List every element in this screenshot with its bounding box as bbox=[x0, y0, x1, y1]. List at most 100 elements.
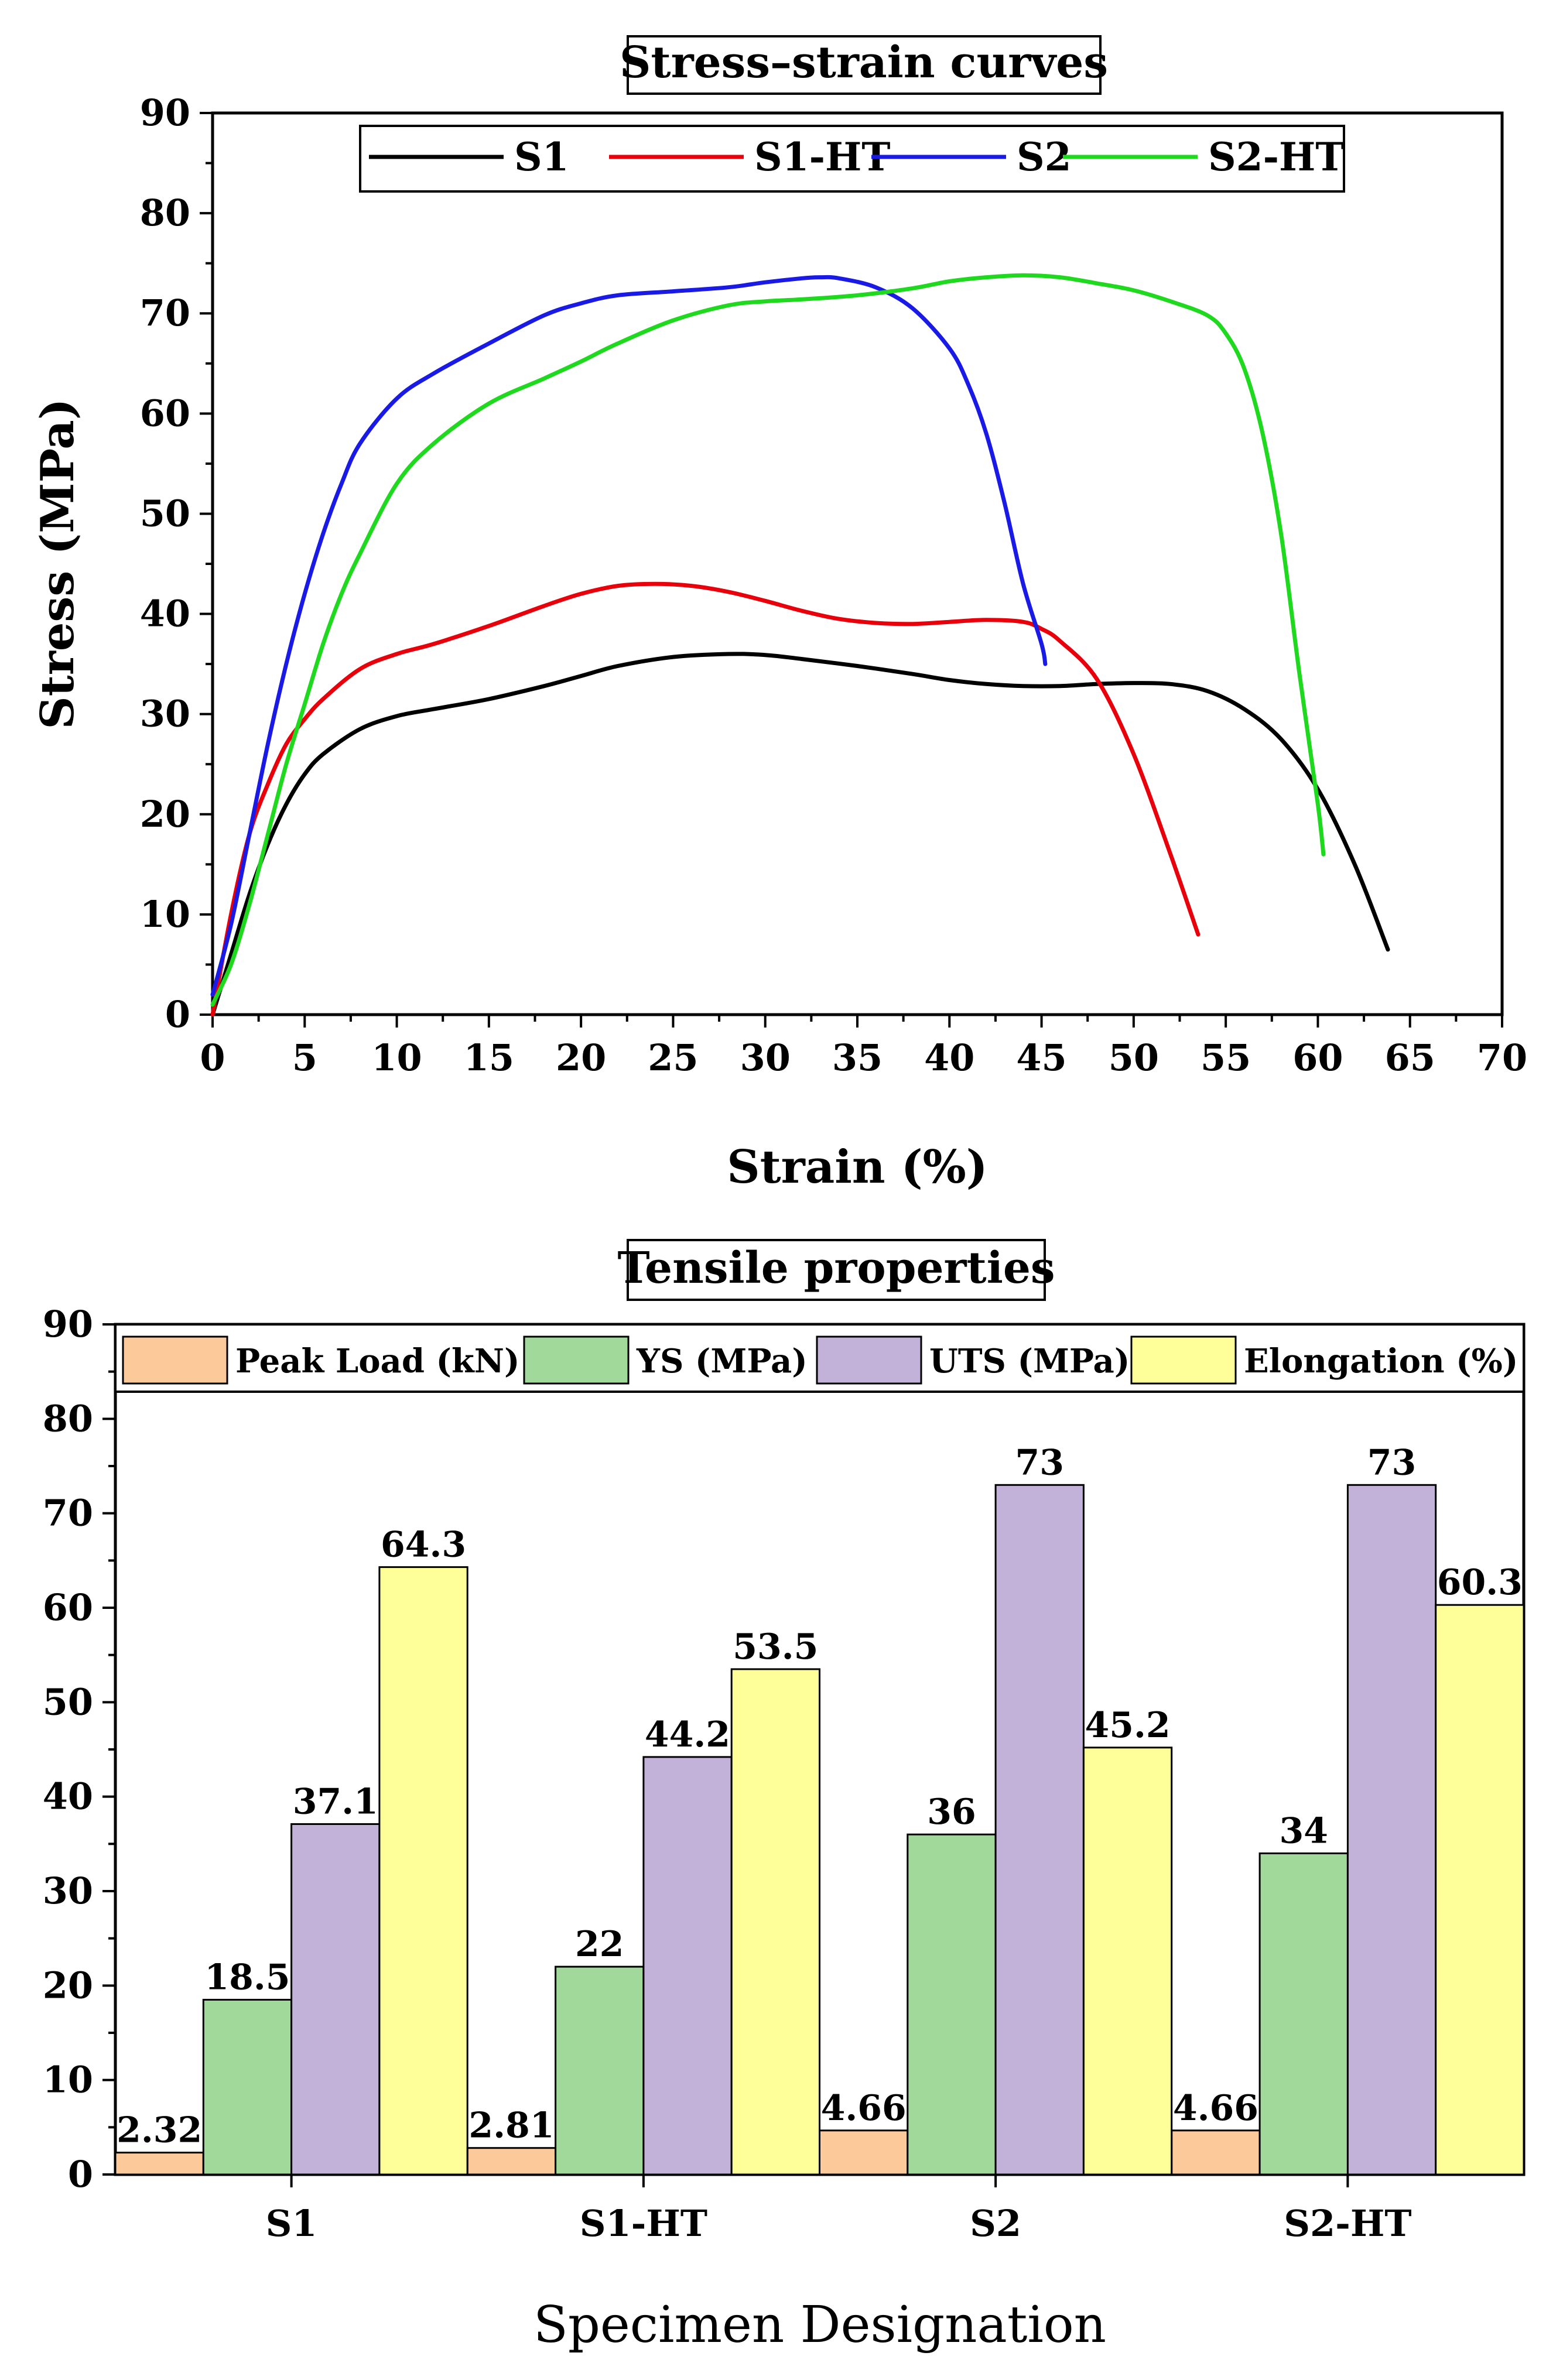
chart2-legend-swatch bbox=[1130, 1335, 1237, 1385]
bar-elongation bbox=[730, 1668, 820, 2176]
chart1-y-tick-label: 30 bbox=[140, 693, 190, 735]
chart1-y-tick-label: 20 bbox=[140, 793, 190, 835]
chart2-title-box bbox=[627, 1239, 1046, 1301]
chart2-y-tick-label: 30 bbox=[43, 1869, 93, 1912]
chart2-x-axis: S1 S1-HT S2 S2-HT bbox=[266, 2174, 1412, 2245]
chart1-x-tick-label: 25 bbox=[648, 1036, 698, 1079]
bar-uts bbox=[1346, 1484, 1437, 2176]
chart1-y-tick-label: 90 bbox=[140, 91, 190, 134]
bar-elongation bbox=[1082, 1747, 1173, 2176]
bar-value-label: 36 bbox=[927, 1792, 976, 1833]
chart1-x-tick-label: 50 bbox=[1109, 1036, 1159, 1079]
chart2-y-tick-label: 60 bbox=[43, 1586, 93, 1629]
bar-value-label: 60.3 bbox=[1437, 1562, 1523, 1603]
bar-value-label: 53.5 bbox=[733, 1626, 818, 1667]
chart1-legend-label: S1-HT bbox=[754, 134, 890, 180]
series-line-s1 bbox=[210, 652, 1390, 1017]
bar-value-label: 18.5 bbox=[204, 1957, 290, 1998]
bar-value-label: 73 bbox=[1015, 1442, 1065, 1483]
chart1-y-tick-label: 10 bbox=[140, 893, 190, 936]
chart2-y-tick-label: 50 bbox=[43, 1680, 93, 1723]
chart2-legend-label: Peak Load (kN) bbox=[235, 1342, 519, 1381]
chart1-y-axis-title: Stress (MPa) bbox=[31, 398, 84, 729]
chart2-legend-label: UTS (MPa) bbox=[929, 1342, 1130, 1381]
bar-elongation bbox=[378, 1566, 468, 2176]
bar-peak-load bbox=[466, 2147, 557, 2176]
bar-peak-load bbox=[1171, 2129, 1261, 2176]
chart1-series-lines bbox=[210, 273, 1390, 1017]
bar-uts bbox=[290, 1823, 381, 2176]
chart1-x-tick-label: 30 bbox=[740, 1036, 791, 1079]
chart1-x-tick-label: 5 bbox=[292, 1036, 317, 1079]
bar-elongation bbox=[1435, 1604, 1525, 2176]
chart1-y-axis: 0 10 20 30 40 50 60 70 80 90 bbox=[140, 91, 213, 1036]
chart2-x-tick-label: S1-HT bbox=[580, 2202, 707, 2245]
chart2-y-tick-label: 0 bbox=[68, 2153, 93, 2196]
chart2-x-tick-label: S2 bbox=[970, 2202, 1021, 2245]
chart1-title: Stress–strain curves bbox=[620, 37, 1108, 88]
chart1-plot-frame bbox=[211, 111, 1504, 1016]
chart2-bars: 2.32 18.5 37.1 64.3 2.81 22 44.2 53.5 4.66 36 73 45… bbox=[114, 1442, 1525, 2176]
chart1-y-tick-label: 60 bbox=[140, 392, 190, 434]
chart2-legend-label: YS (MPa) bbox=[636, 1342, 808, 1381]
chart2-y-tick-label: 20 bbox=[43, 1964, 93, 2006]
chart1-legend-label: S2-HT bbox=[1208, 134, 1344, 180]
chart1-y-tick-label: 50 bbox=[140, 492, 190, 535]
bar-value-label: 45.2 bbox=[1085, 1705, 1171, 1746]
chart2-y-tick-label: 70 bbox=[43, 1492, 93, 1535]
chart2-x-tick-label: S1 bbox=[266, 2202, 317, 2245]
chart2-y-tick-label: 90 bbox=[43, 1303, 93, 1345]
chart1-legend: S1 S1-HT S2 S2-HT bbox=[359, 125, 1345, 193]
chart2-y-tick-label: 80 bbox=[43, 1397, 93, 1440]
chart2-legend: Peak Load (kN) YS (MPa) UTS (MPa) Elongatio… bbox=[114, 1323, 1525, 1393]
chart2-y-axis: 0 10 20 30 40 50 60 70 80 90 bbox=[43, 1303, 115, 2196]
chart1-legend-label: S1 bbox=[514, 134, 569, 180]
chart1-y-tick-label: 40 bbox=[140, 593, 190, 635]
chart1-x-tick-label: 35 bbox=[832, 1036, 883, 1079]
bar-value-label: 34 bbox=[1279, 1811, 1328, 1852]
chart1-x-axis: 0 5 10 15 20 25 30 35 40 45 50 55 60 65 70 bbox=[200, 1015, 1527, 1079]
bar-uts bbox=[994, 1484, 1085, 2176]
bar-value-label: 73 bbox=[1367, 1442, 1417, 1483]
chart2-y-tick-label: 10 bbox=[43, 2059, 93, 2101]
chart2-x-axis-title: Specimen Designation bbox=[533, 2296, 1106, 2354]
bar-ys bbox=[907, 1833, 997, 2176]
chart1-x-tick-label: 45 bbox=[1016, 1036, 1066, 1079]
chart1-x-tick-label: 60 bbox=[1292, 1036, 1343, 1079]
tensile-properties-chart: Tensile properties 0 10 20 30 40 50 60 70 80 90 2… bbox=[43, 1239, 1526, 2354]
bar-value-label: 44.2 bbox=[645, 1714, 730, 1755]
chart2-y-tick-label: 40 bbox=[43, 1775, 93, 1818]
series-line-s2 bbox=[210, 275, 1048, 997]
bar-ys bbox=[202, 1999, 293, 2176]
bar-peak-load bbox=[819, 2129, 909, 2176]
series-line-s1-ht bbox=[210, 581, 1201, 1017]
chart1-y-tick-label: 0 bbox=[165, 993, 190, 1036]
chart2-legend-label: Elongation (%) bbox=[1244, 1342, 1518, 1381]
bar-peak-load bbox=[114, 2152, 204, 2176]
bar-value-label: 37.1 bbox=[293, 1782, 378, 1823]
chart1-x-axis-title: Strain (%) bbox=[727, 1141, 987, 1194]
chart2-x-tick-label: S2-HT bbox=[1284, 2202, 1411, 2245]
chart1-y-tick-label: 70 bbox=[140, 292, 190, 334]
chart2-title: Tensile properties bbox=[617, 1243, 1055, 1293]
chart1-y-tick-label: 80 bbox=[140, 191, 190, 234]
chart1-legend-label: S2 bbox=[1017, 134, 1072, 180]
stress-strain-chart: Stress–strain curves 0102030405060708090… bbox=[31, 35, 1527, 1194]
bar-ys bbox=[1258, 1852, 1349, 2176]
chart1-x-tick-label: 0 bbox=[200, 1036, 225, 1079]
bar-value-label: 2.81 bbox=[468, 2105, 554, 2146]
bar-value-label: 2.32 bbox=[117, 2110, 202, 2151]
chart1-x-tick-label: 65 bbox=[1385, 1036, 1435, 1079]
chart1-x-tick-label: 20 bbox=[556, 1036, 606, 1079]
chart1-x-tick-label: 40 bbox=[924, 1036, 974, 1079]
chart2-legend-swatch bbox=[523, 1335, 630, 1385]
bar-ys bbox=[555, 1965, 645, 2176]
chart2-legend-swatch bbox=[122, 1335, 228, 1385]
bar-value-label: 4.66 bbox=[821, 2088, 907, 2129]
bar-value-label: 4.66 bbox=[1173, 2088, 1258, 2129]
bar-value-label: 22 bbox=[575, 1924, 624, 1965]
chart2-legend-swatch bbox=[816, 1335, 922, 1385]
chart1-x-tick-label: 55 bbox=[1201, 1036, 1251, 1079]
chart1-x-tick-label: 15 bbox=[464, 1036, 514, 1079]
